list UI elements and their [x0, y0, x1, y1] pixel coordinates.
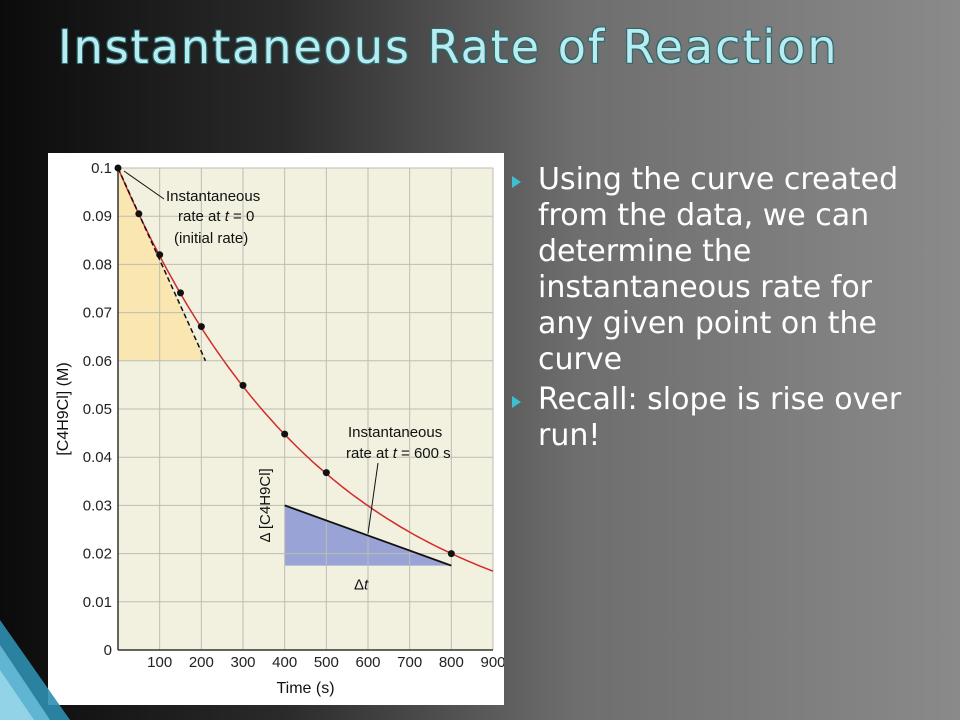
annotation-600-line2: rate at t = 600 s — [346, 445, 451, 462]
annotation-initial-eq: = 0 — [229, 208, 254, 225]
data-point — [239, 381, 247, 389]
x-tick-label: 400 — [272, 654, 297, 671]
tangent-line-initial — [117, 167, 207, 362]
x-tick-label: 100 — [147, 654, 172, 671]
y-tick-label: 0 — [104, 642, 112, 659]
bullet-list: Using the curve created from the data, w… — [512, 162, 932, 458]
y-tick-label: 0.1 — [91, 160, 112, 177]
x-tick-label: 700 — [397, 654, 422, 671]
bullet-arrow-icon — [512, 396, 521, 408]
data-point — [281, 430, 289, 438]
annotation-initial-line1: Instantaneous — [166, 188, 260, 205]
annotation-initial-line2: rate at t = 0 — [178, 208, 254, 225]
bullet-text: Recall: slope is rise over run! — [538, 382, 902, 453]
chart-svg: 0 0.01 0.02 0.03 0.04 0.05 0.06 0.07 0.08 0.09 0.1… — [55, 160, 504, 697]
delta-symbol: Δ — [354, 577, 364, 594]
data-point — [135, 210, 143, 218]
y-tick-label: 0.09 — [83, 208, 112, 225]
slide-title: Instantaneous Rate of Reaction — [58, 20, 839, 74]
annotation-600-arrow — [367, 462, 379, 534]
annotation-600-var: t — [393, 445, 398, 462]
annotation-600-line1: Instantaneous — [348, 424, 442, 441]
y-tick-label: 0.08 — [83, 256, 112, 273]
tangent-line-600 — [284, 504, 452, 567]
bullet-item: Recall: slope is rise over run! — [512, 382, 932, 454]
y-tick-label: 0.05 — [83, 401, 112, 418]
x-tick-label: 200 — [189, 654, 214, 671]
data-point — [197, 323, 205, 331]
y-tick-label: 0.02 — [83, 546, 112, 563]
data-point — [156, 251, 164, 259]
annotation-initial-arrow — [123, 170, 165, 200]
annotation-initial-line3: (initial rate) — [174, 230, 248, 247]
annotation-initial-rate-at: rate at — [178, 208, 221, 225]
data-point — [447, 550, 455, 558]
y-tick-label: 0.07 — [83, 305, 112, 322]
x-tick-label: 800 — [439, 654, 464, 671]
annotation-initial-var: t — [225, 208, 230, 225]
y-tick-label: 0.06 — [83, 353, 112, 370]
corner-decoration — [0, 620, 70, 720]
x-tick-label: 500 — [314, 654, 339, 671]
delta-t-var: t — [364, 577, 369, 594]
y-tick-label: 0.01 — [83, 594, 112, 611]
annotation-delta-t: Δt — [354, 577, 369, 594]
annotation-600-eq: = 600 s — [397, 445, 451, 462]
data-point — [177, 289, 184, 297]
annotation-delta-conc: Δ [C4H9Cl] — [257, 468, 274, 542]
x-tick-label: 900 — [480, 654, 504, 671]
bullet-text: Using the curve created from the data, w… — [538, 162, 899, 377]
bullet-arrow-icon — [512, 176, 521, 188]
chart-figure: 0 0.01 0.02 0.03 0.04 0.05 0.06 0.07 0.08 0.09 0.1… — [48, 153, 504, 705]
annotation-600-rate-at: rate at — [346, 445, 389, 462]
data-point — [114, 164, 122, 172]
y-tick-label: 0.04 — [83, 449, 112, 466]
data-point — [322, 469, 330, 477]
x-tick-label: 300 — [230, 654, 255, 671]
x-axis-label: Time (s) — [276, 680, 334, 697]
y-axis-label: [C4H9Cl] (M) — [55, 362, 72, 455]
y-tick-label: 0.03 — [83, 497, 112, 514]
bullet-item: Using the curve created from the data, w… — [512, 162, 932, 378]
x-tick-label: 600 — [355, 654, 380, 671]
